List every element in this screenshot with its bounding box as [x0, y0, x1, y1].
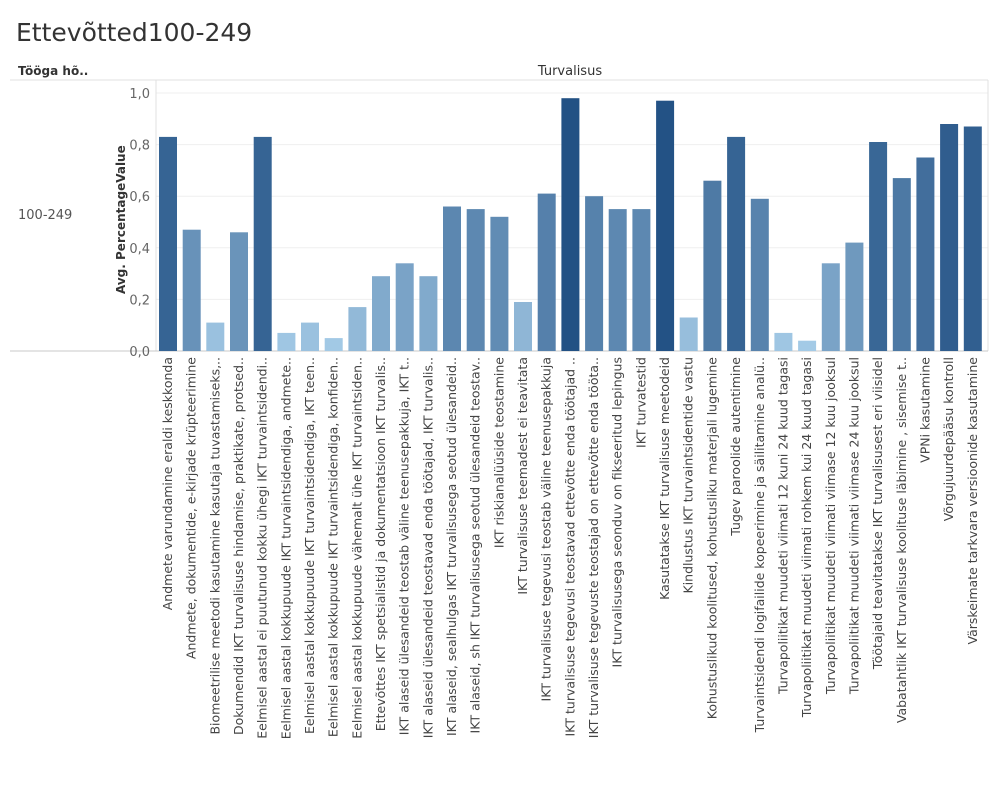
x-tick-label: Töötajaid teavitatakse IKT turvalisusest… [870, 357, 885, 670]
y-tick-label: 0,0 [129, 345, 150, 360]
bar[interactable] [869, 142, 888, 351]
x-tick-label: Tugev paroolide autentimine [728, 357, 743, 537]
bar[interactable] [940, 124, 959, 351]
bar[interactable] [679, 317, 698, 352]
x-tick-label: Võrgujuurdepääsu kontroll [941, 357, 956, 521]
x-tick-label: Turvapoliitikat muudeti viimati rohkem k… [799, 357, 814, 718]
bar[interactable] [348, 307, 367, 351]
y-tick-label: 0,4 [129, 242, 150, 257]
bar[interactable] [608, 209, 627, 351]
bar[interactable] [395, 263, 414, 351]
bar[interactable] [182, 229, 201, 351]
x-tick-label: Kasutatakse IKT turvalisuse meetodeid [657, 357, 672, 600]
bar[interactable] [845, 242, 864, 351]
x-tick-label: IKT riskianalüüside teostamine [491, 357, 506, 548]
bar[interactable] [561, 98, 580, 351]
x-tick-label: Turvapoliitikat muudeti viimati viimase … [846, 357, 861, 695]
bar[interactable] [703, 180, 722, 351]
bar[interactable] [253, 136, 272, 351]
bar[interactable] [277, 332, 296, 351]
x-tick-label: Eelmisel aastal kokkupuude vähemalt ühe … [349, 357, 364, 739]
x-tick-label: Ettevõttes IKT spetsialistid ja dokument… [373, 357, 388, 731]
y-tick-label: 0,6 [129, 190, 150, 205]
bar[interactable] [230, 232, 248, 351]
x-tick-label: IKT alaseid ülesandeid teostab väline te… [397, 357, 412, 735]
bar[interactable] [443, 206, 461, 352]
bar[interactable] [490, 216, 509, 351]
column-dimension-header[interactable]: Turvalisus [537, 64, 603, 79]
x-tick-label: Värskeimate tarkvara versioonide kasutam… [965, 357, 980, 645]
x-tick-label: Eelmisel aastal kokkupuude IKT turvaints… [302, 357, 317, 734]
bar[interactable] [324, 338, 343, 351]
x-tick-label: IKT alaseid, sh IKT turvalisusega seotud… [468, 357, 483, 733]
bar[interactable] [466, 209, 485, 351]
bar[interactable] [301, 322, 319, 351]
bar[interactable] [537, 193, 556, 351]
chart-title: Ettevõtted100-249 [16, 18, 253, 47]
x-tick-label: IKT alaseid ülesandeid teostavad enda tö… [420, 357, 435, 738]
x-tick-label: Turvapoliitikat muudeti viimati viimase … [823, 357, 838, 695]
bar[interactable] [727, 136, 746, 351]
bar[interactable] [916, 157, 935, 352]
bar[interactable] [821, 263, 840, 351]
y-tick-label: 1,0 [129, 87, 150, 102]
x-tick-label: Dokumendid IKT turvalisuse hindamise, pr… [231, 357, 246, 735]
bar[interactable] [963, 126, 982, 352]
x-tick-label: IKT turvalisuse tegevusi teostavad ettev… [562, 357, 577, 737]
bar[interactable] [774, 332, 793, 351]
bar[interactable] [585, 196, 604, 351]
x-tick-label: Kindlustus IKT turvaintsidentide vastu [681, 357, 696, 593]
y-tick-label: 0,2 [129, 293, 150, 308]
x-tick-label: IKT turvalisuse tegevusi teostab väline … [539, 357, 554, 701]
x-tick-label: IKT turvalisusega seonduv on fikseeritud… [610, 357, 625, 667]
row-label: 100-249 [18, 208, 73, 223]
bar[interactable] [892, 178, 911, 351]
bars [159, 98, 982, 351]
bar[interactable] [372, 276, 390, 351]
x-tick-label: Eelmisel aastal kokkupuude IKT turvaints… [278, 357, 293, 739]
x-tick-label: Turvaintsidendi logifailide kopeerimine … [752, 357, 767, 733]
x-tick-label: Turvapoliitikat muudeti viimati 12 kuni … [775, 357, 790, 695]
y-tick-label: 0,8 [129, 139, 150, 154]
bar[interactable] [419, 276, 438, 351]
y-tick-labels: 0,0 0,2 0,4 0,6 0,8 1,0 [129, 87, 150, 360]
x-tick-label: Andmete, dokumentide, e-kirjade krüpteer… [184, 357, 199, 659]
bar[interactable] [514, 302, 532, 351]
bar[interactable] [206, 322, 225, 351]
x-tick-label: Biomeetrilise meetodi kasutamine kasutaj… [207, 357, 222, 735]
x-tick-label: Andmete varundamine eraldi keskkonda [160, 357, 175, 610]
x-tick-label: IKT turvalisuse teemadest ei teavitata [515, 357, 530, 595]
x-tick-label: IKT alaseid, sealhulgas IKT turvalisuseg… [444, 357, 459, 736]
bar[interactable] [159, 136, 177, 351]
x-tick-label: VPNi kasutamine [917, 357, 932, 463]
x-tick-label: Kohustuslikud koolitused, kohustusliku m… [704, 357, 719, 720]
x-tick-labels: Andmete varundamine eraldi keskkonda Andm… [160, 357, 980, 740]
x-tick-label: Eelmisel aastal kokkupuude IKT turvaints… [326, 357, 341, 737]
bar[interactable] [632, 209, 651, 351]
bar[interactable] [750, 198, 769, 351]
x-tick-label: IKT turvalisuse tegevuste teostajad on e… [586, 357, 601, 738]
x-tick-label: Eelmisel aastal ei puutunud kokku ühegi … [255, 357, 270, 739]
bar[interactable] [656, 100, 675, 351]
row-dimension-header[interactable]: Tööga hõ.. [18, 64, 89, 78]
x-tick-label: Vabatahtlik IKT turvalisuse koolituse lä… [894, 357, 909, 723]
x-tick-label: IKT turvatestid [633, 357, 648, 448]
bar[interactable] [798, 340, 817, 351]
